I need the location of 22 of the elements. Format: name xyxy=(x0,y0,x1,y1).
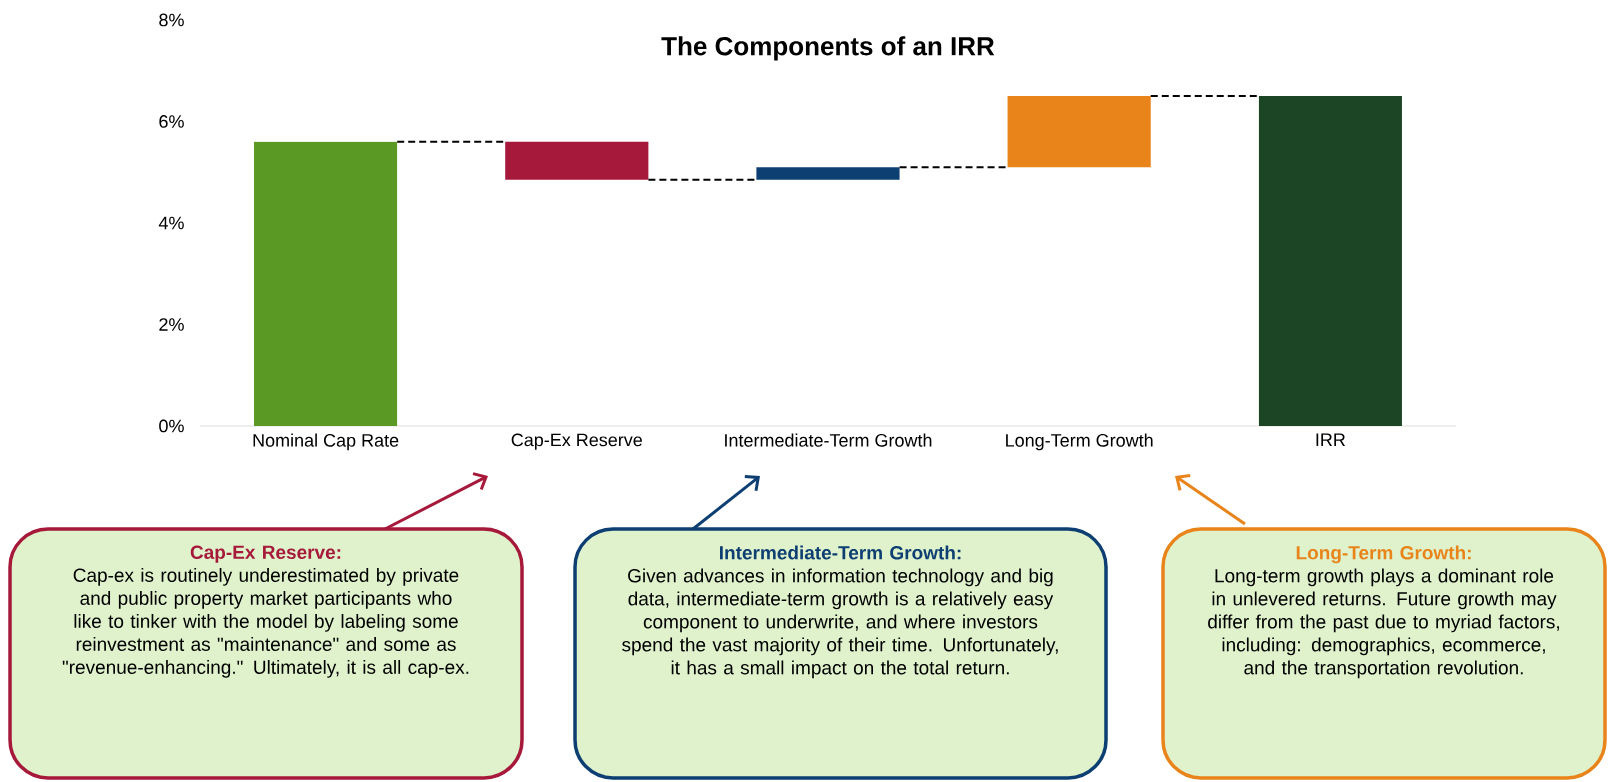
text: Intermediate-Term Growth: xyxy=(720,545,961,560)
x-tick-label: Intermediate-Term Growth xyxy=(725,433,932,447)
y-tick-label: 6% xyxy=(159,115,184,128)
y-tick-label: 0% xyxy=(159,419,184,433)
x-tick-label: Long-Term Growth xyxy=(1006,433,1153,451)
bar xyxy=(756,167,900,180)
bar xyxy=(1258,96,1402,426)
bar xyxy=(505,141,649,180)
x-tick-label: IRR xyxy=(1316,433,1346,446)
text: Cap-ex is routinely underestimated by private and public property market participants who like to tinker with the model by labeling some reinvestment as "maintenance" and some as "revenue-enhancing." Ultimately, it is all cap-ex. xyxy=(62,568,469,678)
y-tick-label: 2% xyxy=(159,318,184,331)
y-tick-label: 8% xyxy=(159,13,184,27)
text: The Components of an IRR xyxy=(661,36,995,61)
text: Long-term growth plays a dominant role in unlevered returns. Future growth may differ from the past due to myriad factors, including: demographics, ecommerce, and the transportation revolution. xyxy=(1208,568,1559,679)
x-tick-label: Nominal Cap Rate xyxy=(253,433,399,451)
text: Cap-Ex Reserve: xyxy=(190,545,341,563)
x-tick-label: Cap-Ex Reserve xyxy=(511,433,642,450)
text: Given advances in information technology and big data, intermediate-term growth is a relatively easy component to underwrite, and where investors spend the vast majority of their time. Unfortunately, it has a small impact on the total return. xyxy=(622,568,1058,679)
bar xyxy=(254,141,398,426)
text: Long-Term Growth: xyxy=(1296,545,1471,564)
bar xyxy=(1007,96,1151,168)
y-tick-label: 4% xyxy=(158,216,184,230)
